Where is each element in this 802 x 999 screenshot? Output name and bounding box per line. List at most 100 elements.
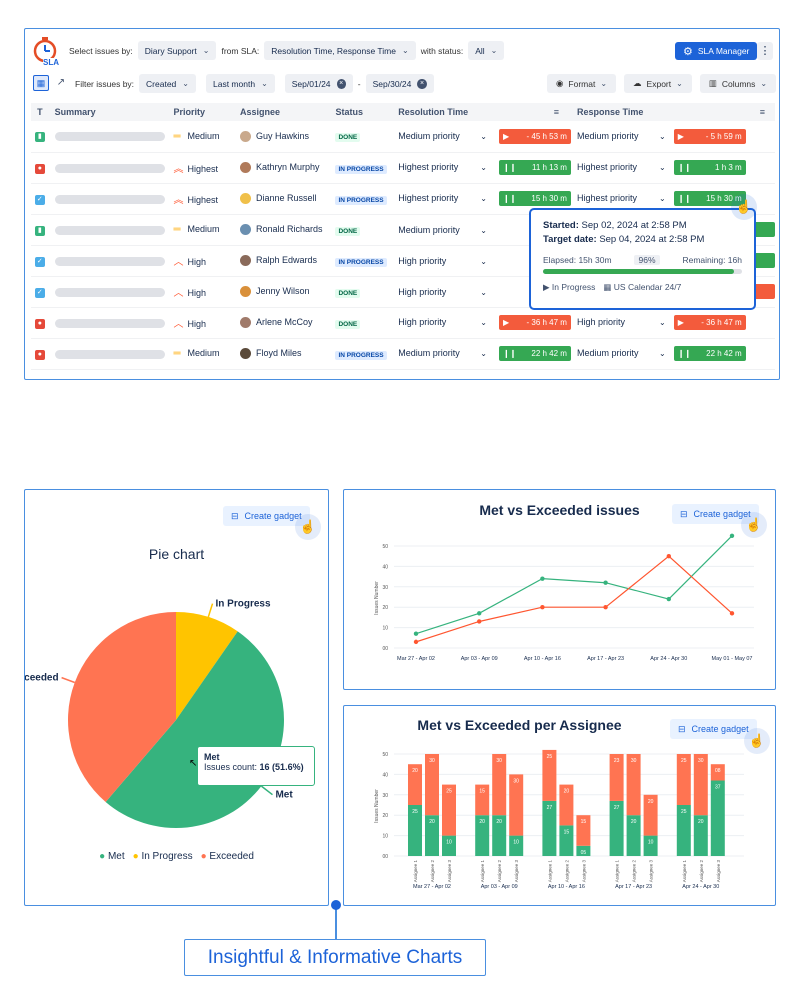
chevron-down-icon[interactable]: ⌄ — [659, 193, 666, 203]
chevron-down-icon[interactable]: ⌄ — [480, 193, 487, 203]
bar-data-label: 25 — [547, 754, 553, 760]
resolution-timer: ❙❙ 15 h 30 m — [498, 191, 571, 206]
filter-field-dropdown[interactable]: Created ⌄ — [139, 74, 196, 93]
hand-cursor-icon: ☝ — [744, 728, 770, 754]
remaining-text: Remaining: 16h — [682, 255, 742, 265]
assignee-name: Dianne Russell — [255, 192, 317, 203]
x-category-label: Assignee 1 — [682, 860, 687, 883]
clear-icon[interactable]: × — [336, 78, 346, 89]
resolution-time-text: 22 h 42 m — [531, 349, 567, 358]
priority-text: Medium — [187, 348, 220, 358]
assignee-name: Ralph Edwards — [255, 254, 317, 265]
table-row[interactable]: ▮ ═ Medium Guy Hawkins DONE Medium priori… — [31, 121, 775, 153]
resolution-select[interactable]: Highest priority — [398, 193, 480, 203]
more-options-icon[interactable]: ⋮ — [757, 42, 773, 60]
status-badge: IN PROGRESS — [335, 195, 387, 205]
gadget-icon: ⊟ — [678, 723, 686, 734]
y-tick-label: 10 — [382, 834, 388, 840]
data-point — [413, 631, 419, 636]
summary-cell — [48, 152, 168, 184]
bar-segment — [643, 835, 658, 856]
resolution-select[interactable]: High priority — [398, 287, 480, 297]
export-button[interactable]: ☁ Export ⌄ — [624, 74, 692, 93]
chevron-down-icon[interactable]: ⌄ — [659, 317, 666, 327]
col-response-time: Response Time ≡ — [571, 103, 775, 121]
chevron-down-icon[interactable]: ⌄ — [480, 317, 487, 327]
date-to-field[interactable]: Sep/30/24 × — [365, 74, 434, 93]
sla-dropdown[interactable]: Resolution Time, Response Time ⌄ — [264, 41, 416, 60]
response-select[interactable]: High priority — [577, 317, 659, 327]
columns-button[interactable]: ▥ Columns ⌄ — [699, 74, 777, 93]
chevron-down-icon[interactable]: ⌄ — [480, 225, 487, 235]
chevron-down-icon[interactable]: ⌄ — [659, 162, 666, 172]
status-dropdown[interactable]: All ⌄ — [468, 41, 505, 60]
response-timer: ❙❙ 22 h 42 m — [673, 346, 746, 361]
chevron-down-icon[interactable]: ⌄ — [480, 348, 487, 358]
table-row[interactable]: ● ═ Medium Floyd Miles IN PROGRESS Medium… — [31, 338, 775, 370]
response-select[interactable]: Highest priority — [577, 193, 659, 203]
filter-icon[interactable]: ≡ — [759, 107, 765, 117]
date-from-value: Sep/01/24 — [291, 78, 331, 89]
type-cell: ▮ — [31, 214, 49, 246]
format-button[interactable]: ◉ Format ⌄ — [547, 74, 617, 93]
chevron-down-icon[interactable]: ⌄ — [659, 131, 666, 141]
avatar — [239, 224, 251, 236]
resolution-select[interactable]: High priority — [398, 317, 480, 327]
resolution-timer: ▶ - 36 h 47 m — [498, 315, 571, 330]
bar-data-label: 27 — [547, 805, 553, 811]
project-dropdown[interactable]: Diary Support ⌄ — [137, 41, 217, 60]
sla-manager-button[interactable]: ⚙ SLA Manager — [675, 42, 758, 60]
resolution-select[interactable]: Highest priority — [398, 162, 480, 172]
resolution-select[interactable]: Medium priority — [398, 348, 480, 358]
columns-label: Columns — [721, 78, 756, 89]
filter-icon[interactable]: ≡ — [553, 107, 559, 117]
chevron-down-icon[interactable]: ⌄ — [659, 348, 666, 358]
pause-icon: ❙❙ — [502, 163, 517, 172]
resolution-select[interactable]: High priority — [398, 256, 480, 266]
assignee-cell: Kathryn Murphy — [233, 152, 330, 184]
clear-icon[interactable]: × — [417, 78, 427, 89]
create-gadget-button[interactable]: ⊟ Create gadget — [223, 506, 310, 526]
resolution-timer: ❙❙ 22 h 42 m — [498, 346, 571, 361]
avatar — [239, 193, 251, 205]
status-cell: IN PROGRESS — [329, 152, 393, 184]
date-from-field[interactable]: Sep/01/24 × — [284, 74, 353, 93]
status-cell: DONE — [329, 121, 393, 153]
table-row[interactable]: ● ︿ High Arlene McCoy DONE High priority ⌄… — [31, 307, 775, 339]
grid-view-icon[interactable]: ▦ — [33, 75, 49, 91]
resolution-timer: ❙❙ 11 h 13 m — [498, 160, 571, 175]
chevron-down-icon[interactable]: ⌄ — [480, 256, 487, 266]
filter-period-dropdown[interactable]: Last month ⌄ — [206, 74, 275, 93]
pie-slice-exceeded — [67, 612, 176, 802]
gadget-label: Create gadget — [691, 724, 749, 734]
bar-data-label: 10 — [513, 840, 519, 846]
type-cell: ● — [31, 152, 49, 184]
create-gadget-button[interactable]: ⊟ Create gadget — [670, 719, 757, 739]
charts-caption: Insightful & Informative Charts — [184, 939, 486, 976]
chevron-down-icon: ⌄ — [760, 79, 768, 88]
bar-data-label: 25 — [681, 758, 687, 764]
bar-data-label: 25 — [412, 809, 418, 815]
bar-data-label: 30 — [698, 758, 704, 764]
chart-view-icon[interactable]: ↗ — [56, 77, 66, 88]
x-tick-label: Mar 27 - Apr 02 — [397, 656, 435, 662]
priority-medium-icon: ═ — [173, 224, 181, 235]
create-gadget-button[interactable]: ⊟ Create gadget — [672, 504, 759, 524]
chevron-down-icon[interactable]: ⌄ — [480, 131, 487, 141]
bar-segment — [492, 815, 507, 856]
resolution-select[interactable]: Medium priority — [398, 225, 480, 235]
summary-cell — [48, 338, 168, 370]
chevron-down-icon[interactable]: ⌄ — [480, 287, 487, 297]
resolution-select[interactable]: Medium priority — [398, 131, 480, 141]
response-time-text: - 5 h 59 m — [705, 131, 742, 141]
data-point — [729, 611, 735, 616]
response-select[interactable]: Medium priority — [577, 131, 659, 141]
summary-placeholder — [54, 132, 165, 142]
chevron-down-icon[interactable]: ⌄ — [480, 162, 487, 172]
bar-segment — [710, 780, 725, 856]
bar-data-label: 20 — [429, 819, 435, 825]
target-value: Sep 04, 2024 at 2:58 PM — [599, 234, 705, 245]
table-row[interactable]: ● ︽ Highest Kathryn Murphy IN PROGRESS Hi… — [31, 152, 775, 184]
response-select[interactable]: Medium priority — [577, 348, 659, 358]
response-select[interactable]: Highest priority — [577, 162, 659, 172]
